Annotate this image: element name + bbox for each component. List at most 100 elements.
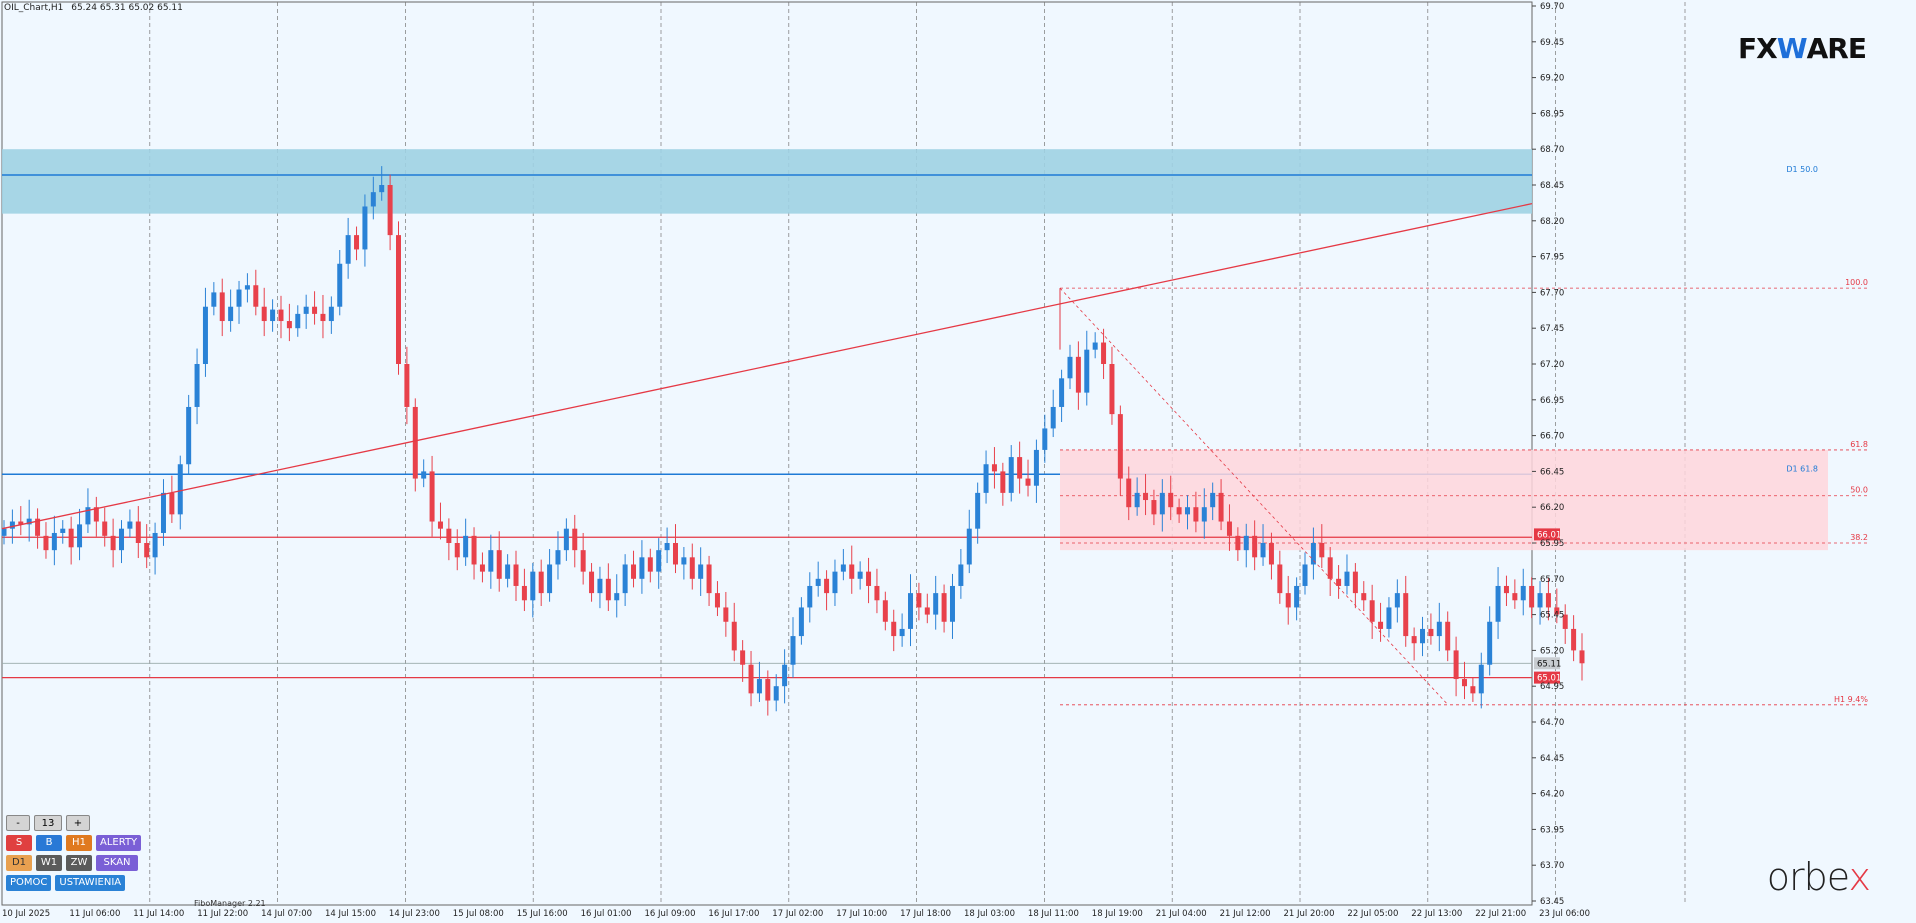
x-tick-label: 16 Jul 17:00 [708, 909, 759, 919]
candle-body [43, 535, 49, 551]
price-tag-65-11: 65.11 [1537, 659, 1561, 669]
scan-button[interactable]: SKAN [96, 855, 138, 871]
candle-body [1378, 621, 1384, 629]
candle-body [396, 235, 401, 364]
candle-body [782, 664, 788, 687]
candle-body [1092, 342, 1098, 350]
fib-618-label: 61.8 [1850, 440, 1868, 449]
candle-body [1168, 492, 1174, 508]
candle-body [882, 600, 888, 622]
fib-diagonal [1059, 287, 1449, 706]
d1-button[interactable]: D1 [6, 855, 32, 871]
price-tag-66-01: 66.01 [1537, 530, 1561, 540]
fibo-manager-label: FiboManager 2.21 [194, 899, 266, 908]
candle-body [228, 306, 234, 322]
x-tick-label: 18 Jul 19:00 [1092, 909, 1143, 919]
candle-body [521, 585, 527, 601]
h1-button[interactable]: H1 [66, 835, 92, 851]
candle-body [60, 528, 66, 533]
buy-button[interactable]: B [36, 835, 62, 851]
candle-body [773, 686, 779, 701]
y-tick-label: 68.70 [1540, 145, 1564, 155]
candle-body [1025, 478, 1031, 486]
candle-body [186, 406, 192, 465]
candle-body [1436, 621, 1442, 637]
w1-button[interactable]: W1 [36, 855, 62, 871]
candle-body [1394, 593, 1400, 608]
candle-body [312, 306, 318, 314]
candle-body [698, 564, 704, 579]
candle-body [1, 528, 7, 536]
candle-body [538, 571, 544, 594]
candle-body [1470, 686, 1476, 694]
candle-body [1344, 571, 1350, 586]
candle-body [589, 571, 595, 594]
candle-body [1084, 349, 1090, 393]
zw-button[interactable]: ZW [66, 855, 92, 871]
candle-body [681, 557, 687, 565]
x-tick-label: 15 Jul 16:00 [517, 909, 568, 919]
y-tick-label: 69.70 [1540, 2, 1564, 12]
x-tick-label: 21 Jul 20:00 [1284, 909, 1335, 919]
candle-body [286, 321, 292, 329]
x-tick-label: 15 Jul 08:00 [453, 909, 504, 919]
orbex-logo: orbex [1766, 855, 1871, 899]
candle-body [429, 471, 435, 522]
x-tick-label: 22 Jul 21:00 [1475, 909, 1526, 919]
candle-body [1445, 621, 1451, 651]
candle-body [723, 607, 729, 622]
candle-body [1386, 607, 1392, 629]
y-tick-label: 69.20 [1540, 74, 1564, 84]
candle-body [1143, 492, 1149, 501]
x-tick-label: 16 Jul 09:00 [645, 909, 696, 919]
x-tick-label: 21 Jul 12:00 [1220, 909, 1271, 919]
candle-body [202, 306, 208, 364]
control-panel: - 13 + S B H1 ALERTY D1 W1 ZW SKAN POMOC… [6, 815, 142, 895]
candle-body [1554, 607, 1560, 615]
candle-body [563, 528, 569, 551]
settings-button[interactable]: USTAWIENIA [55, 875, 126, 891]
candle-body [748, 664, 754, 694]
candle-body [437, 521, 443, 529]
x-tick-label: 22 Jul 13:00 [1411, 909, 1462, 919]
candle-body [68, 528, 74, 548]
timeframe-count[interactable]: 13 [34, 815, 62, 831]
candle-body [236, 289, 242, 307]
candle-body [488, 550, 494, 572]
candle-body [1101, 342, 1107, 364]
y-tick-label: 66.70 [1540, 432, 1564, 442]
candle-body [18, 521, 24, 525]
candle-body [1252, 535, 1258, 558]
candle-body [1369, 600, 1375, 622]
candle-body [689, 557, 695, 579]
alerts-button[interactable]: ALERTY [96, 835, 142, 851]
increase-button[interactable]: + [66, 815, 90, 831]
candle-body [1059, 378, 1065, 407]
candle-body [614, 593, 620, 601]
candle-body [1310, 543, 1316, 565]
candle-body [1000, 471, 1006, 493]
x-tick-label: 11 Jul 14:00 [133, 909, 184, 919]
candle-body [1017, 457, 1023, 479]
candle-body [1512, 593, 1518, 601]
candle-body [102, 521, 108, 536]
candle-body [1151, 500, 1157, 515]
candle-body [672, 543, 678, 565]
x-tick-label: 23 Jul 06:00 [1539, 909, 1590, 919]
candle-body [1201, 507, 1207, 522]
candle-body [1428, 628, 1434, 637]
candle-body [119, 528, 125, 551]
help-button[interactable]: POMOC [6, 875, 52, 891]
candle-body [924, 607, 930, 615]
trendline [1, 202, 1533, 530]
candle-body [1285, 593, 1291, 608]
decrease-button[interactable]: - [6, 815, 30, 831]
candle-body [572, 528, 578, 551]
candle-body [412, 406, 418, 479]
candle-body [362, 206, 368, 250]
candle-body [866, 571, 872, 586]
candle-body [597, 578, 603, 594]
candle-body [1537, 593, 1543, 608]
sell-button[interactable]: S [6, 835, 32, 851]
